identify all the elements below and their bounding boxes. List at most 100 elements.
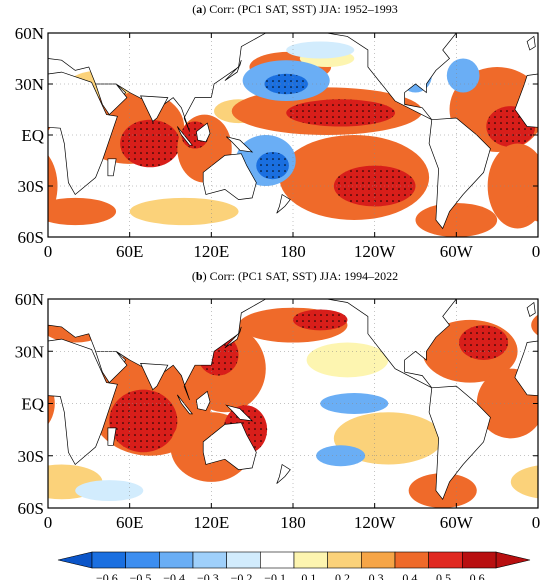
- x-tick-label: 0: [44, 513, 53, 532]
- x-tick-label: 120W: [354, 513, 397, 532]
- land-n_america: [326, 299, 457, 389]
- colorbar: −0.6 −0.5 −0.4 −0.3 −0.2 −0.1 0.1 0.2 0.3 0.4 0.5 0…: [57, 551, 531, 580]
- land-japan: [224, 60, 242, 81]
- colorbar-label: 0.2: [335, 571, 350, 580]
- y-tick-label: EQ: [21, 126, 44, 145]
- colorbar-segment: [91, 551, 126, 569]
- significance-stipple: [293, 309, 348, 331]
- colorbar-arrow-high: [495, 551, 531, 569]
- land-n_america: [326, 33, 457, 121]
- panel-a-map: [48, 33, 538, 237]
- significance-stipple: [459, 325, 509, 360]
- colorbar-segment: [394, 551, 429, 569]
- significance-stipple: [256, 152, 289, 180]
- land-s_america: [428, 117, 491, 230]
- colorbar-label: −0.2: [231, 571, 253, 580]
- land-india: [140, 363, 169, 391]
- correlation-region: [75, 480, 144, 502]
- land-newguinea: [225, 404, 254, 422]
- x-tick-label: 180: [280, 513, 306, 532]
- x-tick-label: 60E: [116, 513, 143, 532]
- land-eurasia: [537, 299, 538, 326]
- land-eurasia: [48, 299, 267, 401]
- land-africa: [48, 338, 118, 466]
- significance-stipple: [109, 389, 178, 453]
- land-sumatra: [176, 394, 194, 415]
- colorbar-segment: [361, 551, 396, 569]
- land-madagascar: [107, 427, 117, 446]
- significance-stipple: [120, 119, 181, 168]
- correlation-region: [306, 342, 389, 378]
- correlation-region: [446, 58, 480, 93]
- correlation-region: [531, 314, 538, 336]
- colorbar-segment: [428, 551, 463, 569]
- colorbar-segment: [125, 551, 160, 569]
- x-tick-label: 60E: [116, 242, 143, 261]
- x-tick-label: 60W: [440, 513, 474, 532]
- correlation-region: [286, 41, 355, 59]
- colorbar-arrow-low: [57, 551, 93, 569]
- correlation-region: [129, 197, 239, 226]
- correlation-region: [524, 201, 538, 222]
- x-tick-label: 0: [532, 513, 541, 532]
- colorbar-segment: [327, 551, 362, 569]
- colorbar-label: 0.4: [402, 571, 417, 580]
- land-nz: [276, 463, 291, 484]
- panel-b-title: (b) Corr: (PC1 SAT, SST) JJA: 1994–2022: [192, 269, 398, 283]
- y-tick-label: 30N: [15, 75, 44, 94]
- y-tick-label: 60S: [18, 228, 44, 247]
- panel-a-letter: a: [196, 2, 202, 16]
- land-australia: [202, 422, 257, 471]
- panel-a-title: (a) Corr: (PC1 SAT, SST) JJA: 1952–1993: [192, 2, 397, 16]
- x-tick-label: 180: [280, 242, 306, 261]
- y-tick-label: 30N: [15, 342, 44, 361]
- correlation-region: [48, 197, 117, 226]
- panel-b-map: [48, 299, 538, 508]
- correlation-region: [510, 465, 538, 499]
- colorbar-label: 0.3: [369, 571, 384, 580]
- y-tick-label: 60N: [15, 24, 44, 43]
- land-eurasia: [537, 33, 538, 59]
- land-borneo: [196, 122, 211, 143]
- land-nz: [276, 193, 291, 214]
- y-tick-label: 60N: [15, 290, 44, 309]
- colorbar-segment: [260, 551, 295, 569]
- land-india: [140, 95, 169, 122]
- y-tick-label: EQ: [21, 395, 44, 414]
- panel-b-letter: b: [196, 269, 203, 283]
- colorbar-label: −0.3: [197, 571, 219, 580]
- colorbar-segment: [159, 551, 194, 569]
- land-africa: [514, 73, 538, 128]
- colorbar-label: −0.4: [163, 571, 185, 580]
- land-sumatra: [176, 126, 194, 146]
- x-tick-label: 60W: [440, 242, 474, 261]
- colorbar-label: 0.6: [470, 571, 485, 580]
- land-africa: [514, 340, 538, 396]
- significance-stipple: [286, 99, 396, 127]
- colorbar-segment: [226, 551, 261, 569]
- y-tick-label: 60S: [18, 499, 44, 518]
- colorbar-label: 0.5: [436, 571, 451, 580]
- x-tick-label: 120W: [354, 242, 397, 261]
- land-madagascar: [107, 158, 117, 177]
- x-tick-label: 120E: [193, 513, 229, 532]
- colorbar-segment: [462, 551, 497, 569]
- x-tick-label: 0: [44, 242, 53, 261]
- colorbar-label: −0.1: [264, 571, 286, 580]
- panel-a-title-text: Corr: (PC1 SAT, SST) JJA: 1952–1993: [206, 2, 397, 16]
- land-australia: [202, 153, 257, 200]
- colorbar-segment: [192, 551, 227, 569]
- colorbar-segment: [293, 551, 328, 569]
- x-tick-label: 120E: [193, 242, 229, 261]
- colorbar-label: −0.5: [130, 571, 152, 580]
- land-s_america: [428, 385, 491, 500]
- x-tick-label: 0: [532, 242, 541, 261]
- land-borneo: [196, 390, 211, 411]
- land-uk: [526, 35, 536, 51]
- colorbar-label: 0.1: [301, 571, 316, 580]
- land-greenland: [455, 33, 460, 34]
- correlation-region: [415, 203, 498, 237]
